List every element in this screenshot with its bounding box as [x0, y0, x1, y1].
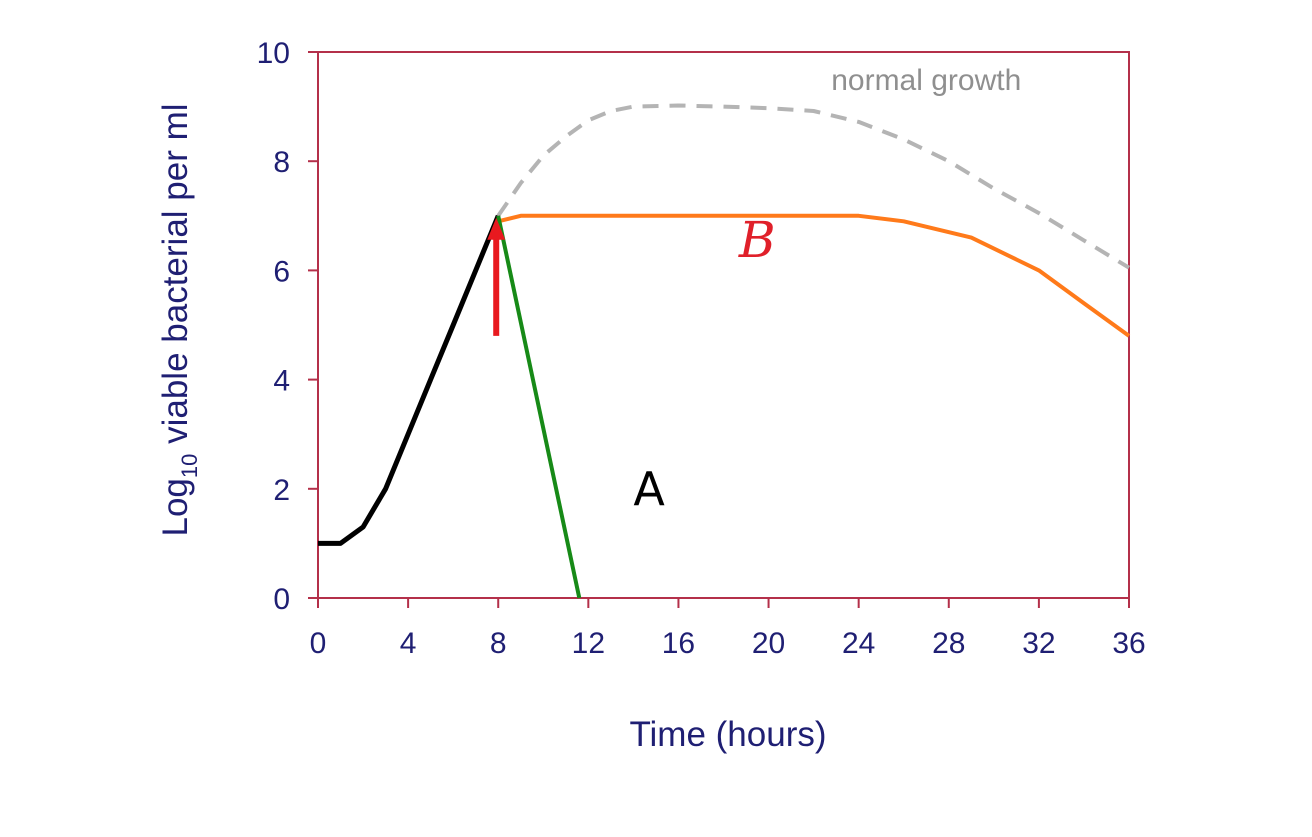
y-ticks: 0 2 4 6 8 10 [257, 37, 318, 616]
y-axis-title: Log10 viable bacterial per ml [156, 103, 202, 536]
y-axis-title-prefix: Log [156, 478, 195, 536]
x-tick-label: 4 [400, 627, 417, 660]
x-tick-label: 8 [490, 627, 507, 660]
x-tick-label: 12 [572, 627, 605, 660]
x-tick-label: 16 [662, 627, 695, 660]
plot-frame [317, 51, 1130, 599]
annotation-a-label: A [633, 462, 665, 516]
y-tick-label: 8 [273, 146, 290, 179]
x-tick-label: 28 [932, 627, 965, 660]
y-tick-label: 10 [257, 37, 290, 70]
y-tick-label: 2 [273, 474, 290, 507]
arrow-head [487, 217, 506, 240]
annotation-b-label: B [738, 211, 776, 269]
red-arrow [487, 217, 506, 336]
x-tick-label: 20 [752, 627, 785, 660]
series-line-a [496, 215, 582, 599]
annotation-normal-label: normal growth [831, 64, 1021, 97]
x-axis-title: Time (hours) [629, 715, 826, 754]
series-line-growth [318, 214, 501, 546]
y-tick-label: 0 [273, 583, 290, 616]
series-line-b [497, 213, 1131, 338]
x-tick-label: 24 [842, 627, 875, 660]
x-tick-label: 0 [310, 627, 327, 660]
y-axis-title-suffix: viable bacterial per ml [156, 103, 195, 453]
y-tick-label: 6 [273, 255, 290, 288]
x-tick-label: 32 [1022, 627, 1055, 660]
series-group [318, 103, 1131, 599]
x-tick-label: 36 [1112, 627, 1145, 660]
y-tick-label: 4 [273, 365, 290, 398]
annotations: normal growth A B [633, 64, 1021, 516]
y-axis-title-subscript: 10 [177, 454, 202, 478]
series-line-normal [496, 103, 1131, 270]
x-ticks: 0 4 8 12 16 20 24 28 32 36 [310, 598, 1146, 660]
